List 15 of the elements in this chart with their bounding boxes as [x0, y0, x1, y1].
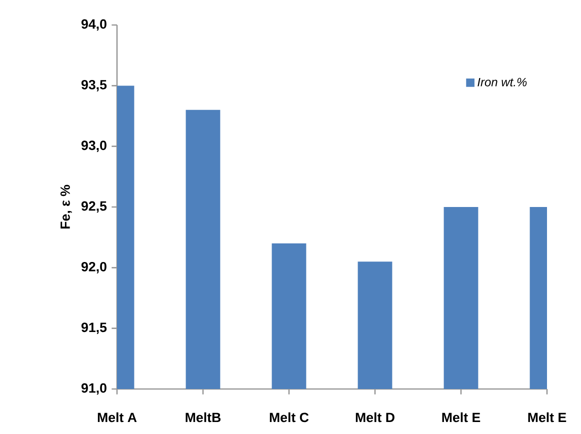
x-tick-label: Melt E — [442, 412, 480, 422]
y-tick-label: 93,0 — [81, 140, 106, 152]
y-tick-label: 91,0 — [81, 383, 106, 395]
y-tick-label: 91,5 — [81, 322, 107, 334]
y-tick-label: 94,0 — [81, 19, 106, 31]
y-tick-label: 93,5 — [81, 80, 107, 92]
x-tick-label: Melt D — [356, 412, 394, 422]
x-tick-label: MeltB — [186, 412, 221, 422]
x-tick-label: Melt A — [98, 412, 137, 422]
legend-label: Iron wt.% — [478, 78, 527, 86]
x-tick-label: Melt E — [528, 412, 566, 422]
y-tick-label: 92,0 — [81, 262, 106, 274]
y-tick-label: 92,5 — [81, 201, 107, 213]
x-tick-label: Melt C — [270, 412, 309, 422]
y-axis-title: Fe, ε % — [60, 184, 72, 229]
